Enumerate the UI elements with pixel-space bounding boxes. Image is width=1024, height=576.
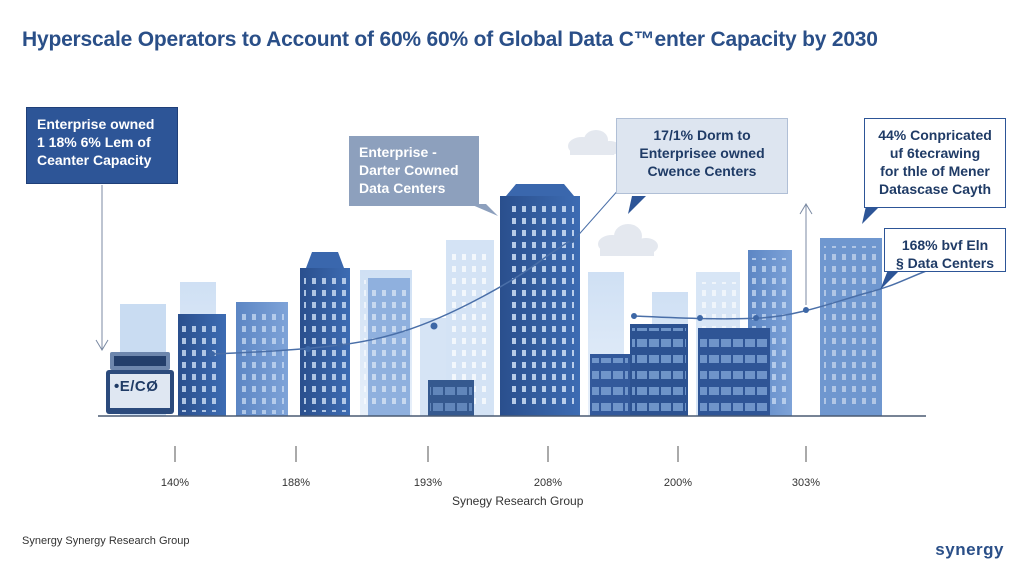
callout-enterprise-dater: Enterprise - Darter Cowned Data Centers	[349, 136, 479, 206]
tick-label: 303%	[791, 477, 821, 489]
trend-point	[631, 313, 637, 319]
footer-credit: Synergy Synergy Research Group	[22, 535, 190, 547]
infographic-title: Hyperscale Operators to Account of 60% 6…	[22, 28, 878, 51]
tick-label: 200%	[663, 477, 693, 489]
callout-bvf-data: 168% bvf Eln § Data Centers	[884, 228, 1006, 272]
cloud-icon	[568, 130, 620, 155]
trend-point	[753, 315, 759, 321]
callout-dorm: 17/1% Dorm to Enterprisee owned Cwence C…	[616, 118, 788, 194]
trend-point	[337, 342, 343, 348]
tick-label: 208%	[533, 477, 563, 489]
cloud-icon	[598, 224, 658, 256]
tick-label: 193%	[413, 477, 443, 489]
callout-enterprise-owned: Enterprise owned 1 18% 6% Lem of Ceanter…	[26, 107, 178, 184]
brand-logo: synergy	[935, 540, 1004, 559]
callout-conpricated: 44% Conpricated uf 6tecrawing for thle o…	[864, 118, 1006, 208]
trend-point	[803, 307, 809, 313]
tick-label: 188%	[281, 477, 311, 489]
source-label: Synegy Research Group	[452, 494, 584, 508]
trend-point	[209, 351, 215, 357]
trend-point	[430, 322, 438, 330]
tick-label: 140%	[160, 477, 190, 489]
trend-point	[569, 237, 575, 243]
device-label: •E/CØ	[114, 378, 159, 395]
trend-point	[697, 315, 703, 321]
trend-line	[211, 239, 941, 355]
trend-point	[305, 346, 311, 352]
server-rack-icon	[106, 352, 174, 414]
